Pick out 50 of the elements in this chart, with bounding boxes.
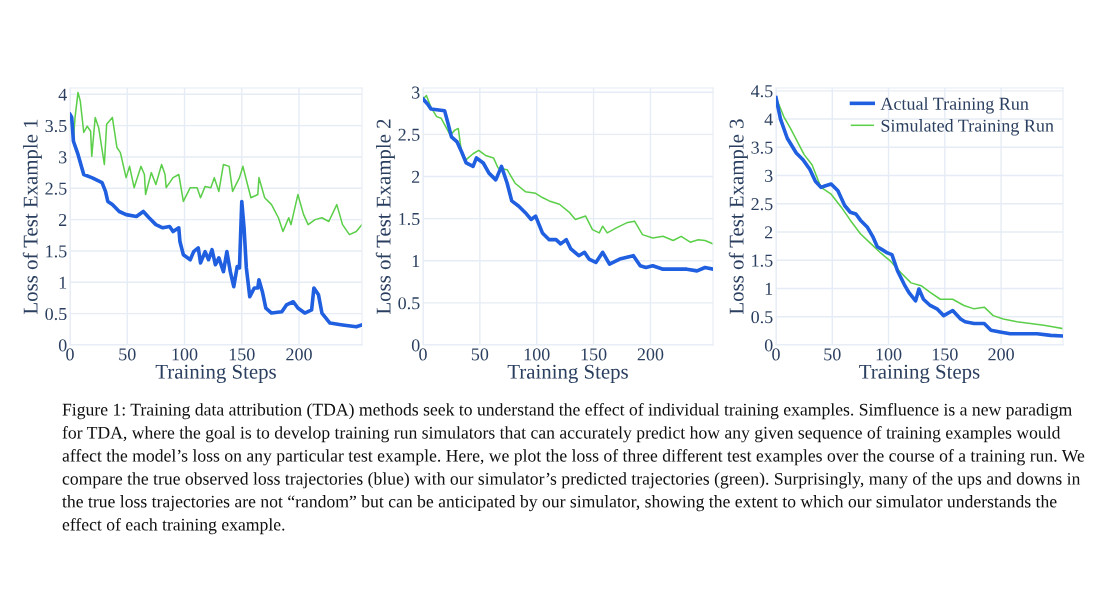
y-tick-label: 3 [59, 151, 67, 164]
y-tick-label: 4 [764, 113, 773, 126]
x-tick-label: 200 [286, 348, 312, 361]
x-tick-label: 200 [637, 348, 664, 361]
y-tick-label: 3.5 [45, 119, 67, 133]
legend-label: Simulated Training Run [881, 119, 1054, 136]
x-tick-label: 150 [581, 348, 607, 361]
y-tick-label: 3 [765, 169, 773, 182]
y-axis-title: Loss of Test Example 3 [728, 119, 748, 314]
line-series [423, 97, 713, 273]
x-tick-label: 100 [876, 348, 902, 361]
y-tick-label: 1 [59, 276, 67, 289]
y-tick-label: 3.5 [751, 141, 773, 154]
x-axis-title: Training Steps [507, 364, 628, 384]
x-tick-label: 150 [932, 348, 958, 361]
y-tick-label: 2 [411, 170, 420, 183]
caption: Figure 1: Training data attribution (TDA) methods seek to understand the effect of individual training examples. Simfluence is a new paradigm for TDA, where the goal is to develop training run simulators that can accurately predict how any given sequence of training examples would affect the model’s loss on any particular test example. Here, we plot the loss of three different test examples over the course of a training run. We compare the true observed loss trajectories (blue) with our simulator’s predicted trajectories (green). Surprisingly, many of the ups and downs in the true loss trajectories are not “random” but can be anticipated by our simulator, showing the extent to which our simulator understands the effect of each training example. [62, 403, 1085, 535]
legend-label: Actual Training Run [880, 97, 1029, 114]
y-tick-label: 0.5 [751, 311, 773, 324]
line-series [423, 94, 713, 245]
x-axis-title: Training Steps [155, 364, 276, 384]
y-axis-title: Loss of Test Example 1 [22, 119, 42, 314]
y-tick-label: 2.5 [751, 198, 773, 211]
y-tick-label: 4.5 [751, 85, 773, 98]
y-tick-label: 3 [412, 86, 420, 99]
y-tick-label: 0 [58, 339, 67, 352]
x-tick-label: 50 [471, 348, 489, 361]
y-tick-label: 0.5 [45, 307, 67, 321]
y-tick-label: 2 [58, 213, 67, 226]
y-tick-label: 2.5 [398, 128, 420, 141]
y-tick-label: 1 [412, 255, 420, 267]
y-tick-label: 1.5 [399, 212, 420, 226]
x-tick-label: 50 [824, 348, 841, 361]
y-tick-label: 0 [411, 339, 420, 352]
y-tick-label: 1.5 [46, 245, 67, 258]
x-tick-label: 150 [229, 348, 255, 361]
y-tick-label: 0.5 [398, 297, 420, 310]
x-tick-label: 50 [119, 348, 136, 361]
y-axis-title: Loss of Test Example 2 [375, 119, 395, 314]
line-series [70, 112, 362, 329]
x-tick-label: 200 [988, 348, 1014, 361]
x-tick-label: 100 [172, 348, 198, 361]
y-tick-label: 4 [58, 88, 67, 101]
y-tick-label: 0 [764, 339, 773, 352]
x-tick-label: 100 [524, 348, 550, 361]
y-tick-label: 2 [764, 226, 773, 239]
y-tick-label: 2.5 [45, 182, 67, 195]
x-axis-title: Training Steps [859, 364, 980, 384]
y-tick-label: 1.5 [752, 254, 773, 267]
y-tick-label: 1 [765, 282, 773, 295]
